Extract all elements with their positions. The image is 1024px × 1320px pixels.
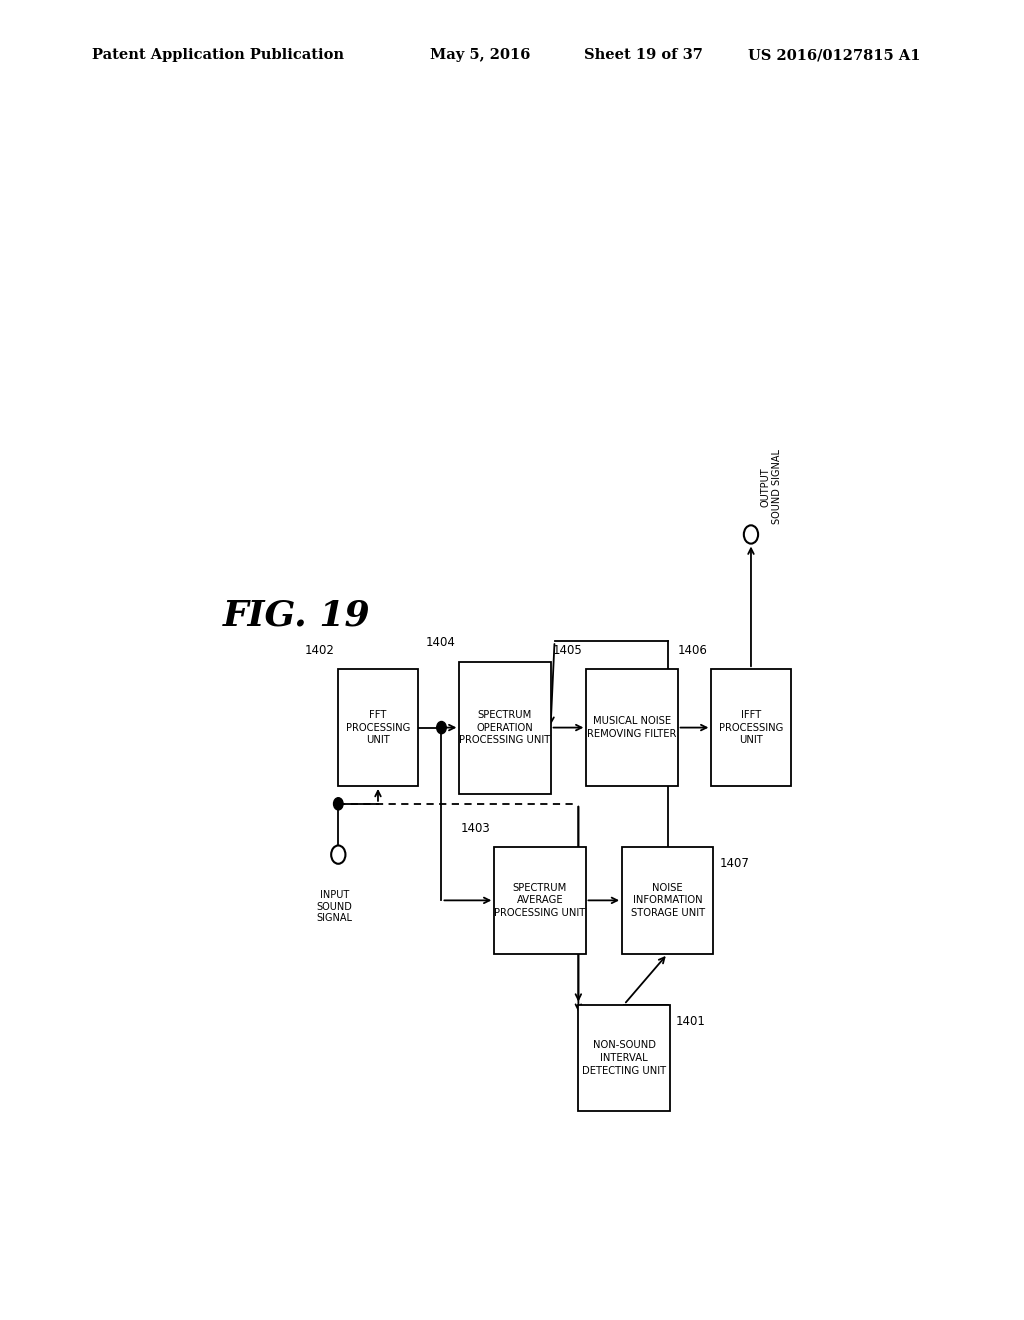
Bar [495,847,586,954]
Text: SPECTRUM
AVERAGE
PROCESSING UNIT: SPECTRUM AVERAGE PROCESSING UNIT [495,883,586,919]
Text: IFFT
PROCESSING
UNIT: IFFT PROCESSING UNIT [719,710,783,746]
Bar [587,669,678,785]
Bar [460,661,551,793]
Text: INPUT
SOUND
SIGNAL: INPUT SOUND SIGNAL [316,890,352,924]
Bar [712,669,791,785]
Bar [579,1005,670,1111]
Text: NON-SOUND
INTERVAL
DETECTING UNIT: NON-SOUND INTERVAL DETECTING UNIT [582,1040,666,1076]
Text: MUSICAL NOISE
REMOVING FILTER: MUSICAL NOISE REMOVING FILTER [587,717,677,739]
Text: NOISE
INFORMATION
STORAGE UNIT: NOISE INFORMATION STORAGE UNIT [631,883,705,919]
Bar [338,669,418,785]
Text: 1406: 1406 [678,644,708,657]
Text: Sheet 19 of 37: Sheet 19 of 37 [584,49,702,62]
Text: OUTPUT
SOUND SIGNAL: OUTPUT SOUND SIGNAL [760,449,781,524]
Text: May 5, 2016: May 5, 2016 [430,49,530,62]
Bar [622,847,714,954]
Text: Patent Application Publication: Patent Application Publication [92,49,344,62]
Text: FIG. 19: FIG. 19 [223,599,371,632]
Circle shape [436,722,446,734]
Text: 1405: 1405 [553,644,583,657]
Text: US 2016/0127815 A1: US 2016/0127815 A1 [748,49,920,62]
Text: 1403: 1403 [461,822,490,834]
Text: FFT
PROCESSING
UNIT: FFT PROCESSING UNIT [346,710,411,746]
Text: 1407: 1407 [720,857,750,870]
Text: 1402: 1402 [304,644,334,657]
Text: 1401: 1401 [676,1015,706,1028]
Text: 1404: 1404 [426,636,456,649]
Circle shape [334,797,343,810]
Text: SPECTRUM
OPERATION
PROCESSING UNIT: SPECTRUM OPERATION PROCESSING UNIT [460,710,551,746]
